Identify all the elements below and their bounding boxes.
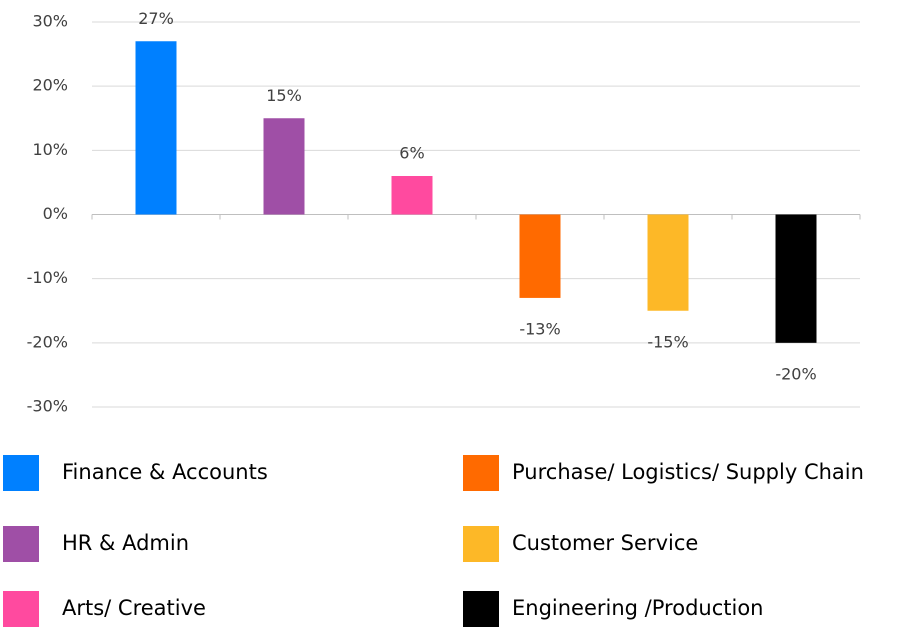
legend-swatch	[463, 455, 499, 491]
y-tick-label: -20%	[27, 332, 68, 351]
legend-swatch	[3, 455, 39, 491]
legend-swatch	[463, 526, 499, 562]
bar	[135, 41, 177, 215]
bar	[647, 214, 689, 311]
data-label: -20%	[775, 364, 816, 383]
data-label: 15%	[266, 86, 302, 105]
bar	[775, 214, 817, 343]
y-tick-label: 10%	[32, 140, 68, 159]
legend-label: Finance & Accounts	[62, 460, 268, 484]
data-label: -15%	[647, 332, 688, 351]
legend-label: HR & Admin	[62, 531, 189, 555]
data-label: 27%	[138, 9, 174, 28]
y-tick-label: 30%	[32, 12, 68, 31]
legend-label: Engineering /Production	[512, 596, 763, 620]
y-tick-label: -10%	[27, 268, 68, 287]
data-label: -13%	[519, 319, 560, 338]
legend-label: Purchase/ Logistics/ Supply Chain	[512, 460, 864, 484]
y-tick-label: -30%	[27, 397, 68, 416]
bar	[263, 118, 305, 215]
legend-swatch	[3, 591, 39, 627]
legend-swatch	[3, 526, 39, 562]
bar	[391, 176, 433, 215]
data-label: 6%	[399, 144, 424, 163]
legend-label: Customer Service	[512, 531, 698, 555]
legend-label: Arts/ Creative	[62, 596, 206, 620]
y-tick-label: 0%	[43, 204, 68, 223]
bar	[519, 214, 561, 298]
legend-swatch	[463, 591, 499, 627]
y-tick-label: 20%	[32, 76, 68, 95]
